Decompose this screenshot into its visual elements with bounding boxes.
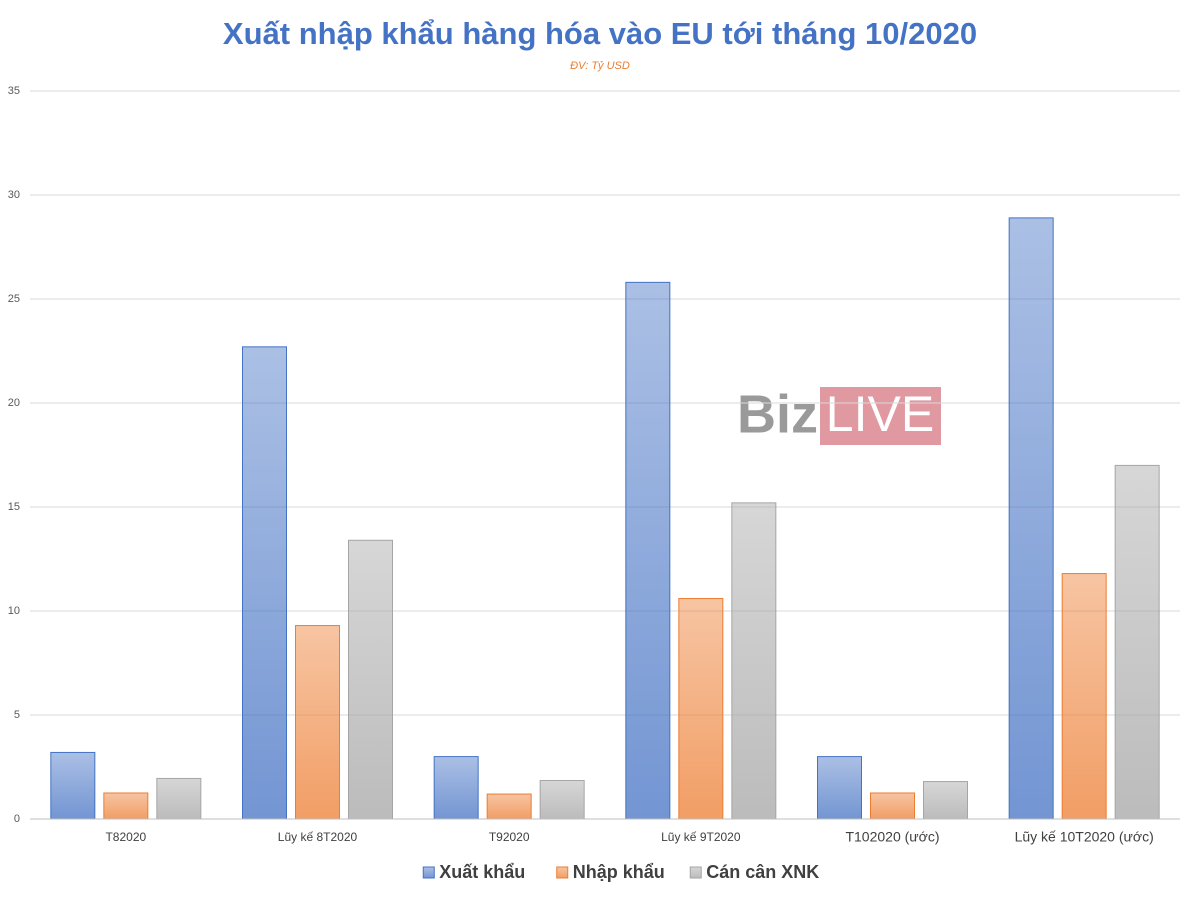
bar xyxy=(870,792,915,820)
bar xyxy=(1061,573,1107,820)
bar xyxy=(295,625,340,820)
legend-swatch xyxy=(556,866,569,879)
watermark-left: Biz xyxy=(737,384,818,444)
y-tick-label: 25 xyxy=(8,293,20,305)
watermark: Biz LIVE xyxy=(737,384,941,445)
x-tick-label: T82020 xyxy=(105,830,146,844)
legend: Xuất khẩu Nhập khẩu Cán cân XNK xyxy=(422,862,819,882)
watermark-right: LIVE xyxy=(826,386,934,442)
bar xyxy=(50,751,96,820)
bar xyxy=(1008,217,1054,820)
x-tick-label: Lũy kế 9T2020 xyxy=(661,830,741,844)
chart-title: Xuất nhập khẩu hàng hóa vào EU tới tháng… xyxy=(223,16,977,51)
x-tick-label: Lũy kế 10T2020 (ước) xyxy=(1015,829,1154,845)
legend-label: Cán cân XNK xyxy=(706,862,819,882)
bar xyxy=(486,793,532,820)
y-tick-label: 20 xyxy=(8,397,20,409)
y-tick-label: 15 xyxy=(8,501,20,513)
bar xyxy=(731,502,777,820)
y-tick-label: 30 xyxy=(8,189,20,201)
bar xyxy=(539,780,585,820)
bar xyxy=(103,792,149,820)
bar xyxy=(817,756,862,820)
legend-swatch xyxy=(689,866,702,879)
y-tick-label: 10 xyxy=(8,605,20,617)
bar xyxy=(625,281,671,820)
bar xyxy=(242,346,287,820)
bar xyxy=(678,598,724,820)
x-tick-label: Lũy kế 8T2020 xyxy=(278,830,358,844)
bar xyxy=(923,781,968,820)
bar xyxy=(1114,464,1160,820)
y-tick-label: 5 xyxy=(14,709,20,721)
legend-label: Nhập khẩu xyxy=(573,862,665,882)
chart-subtitle: ĐV: Tỷ USD xyxy=(570,60,630,72)
bar xyxy=(156,777,202,820)
watermark-box xyxy=(820,387,941,445)
legend-label: Xuất khẩu xyxy=(439,862,525,882)
legend-swatch xyxy=(422,866,435,879)
bar xyxy=(433,756,479,820)
y-tick-label: 0 xyxy=(14,813,20,825)
y-tick-label: 35 xyxy=(8,85,20,97)
bar xyxy=(348,539,393,820)
x-tick-label: T102020 (ước) xyxy=(845,829,939,845)
x-tick-label: T92020 xyxy=(489,830,530,844)
